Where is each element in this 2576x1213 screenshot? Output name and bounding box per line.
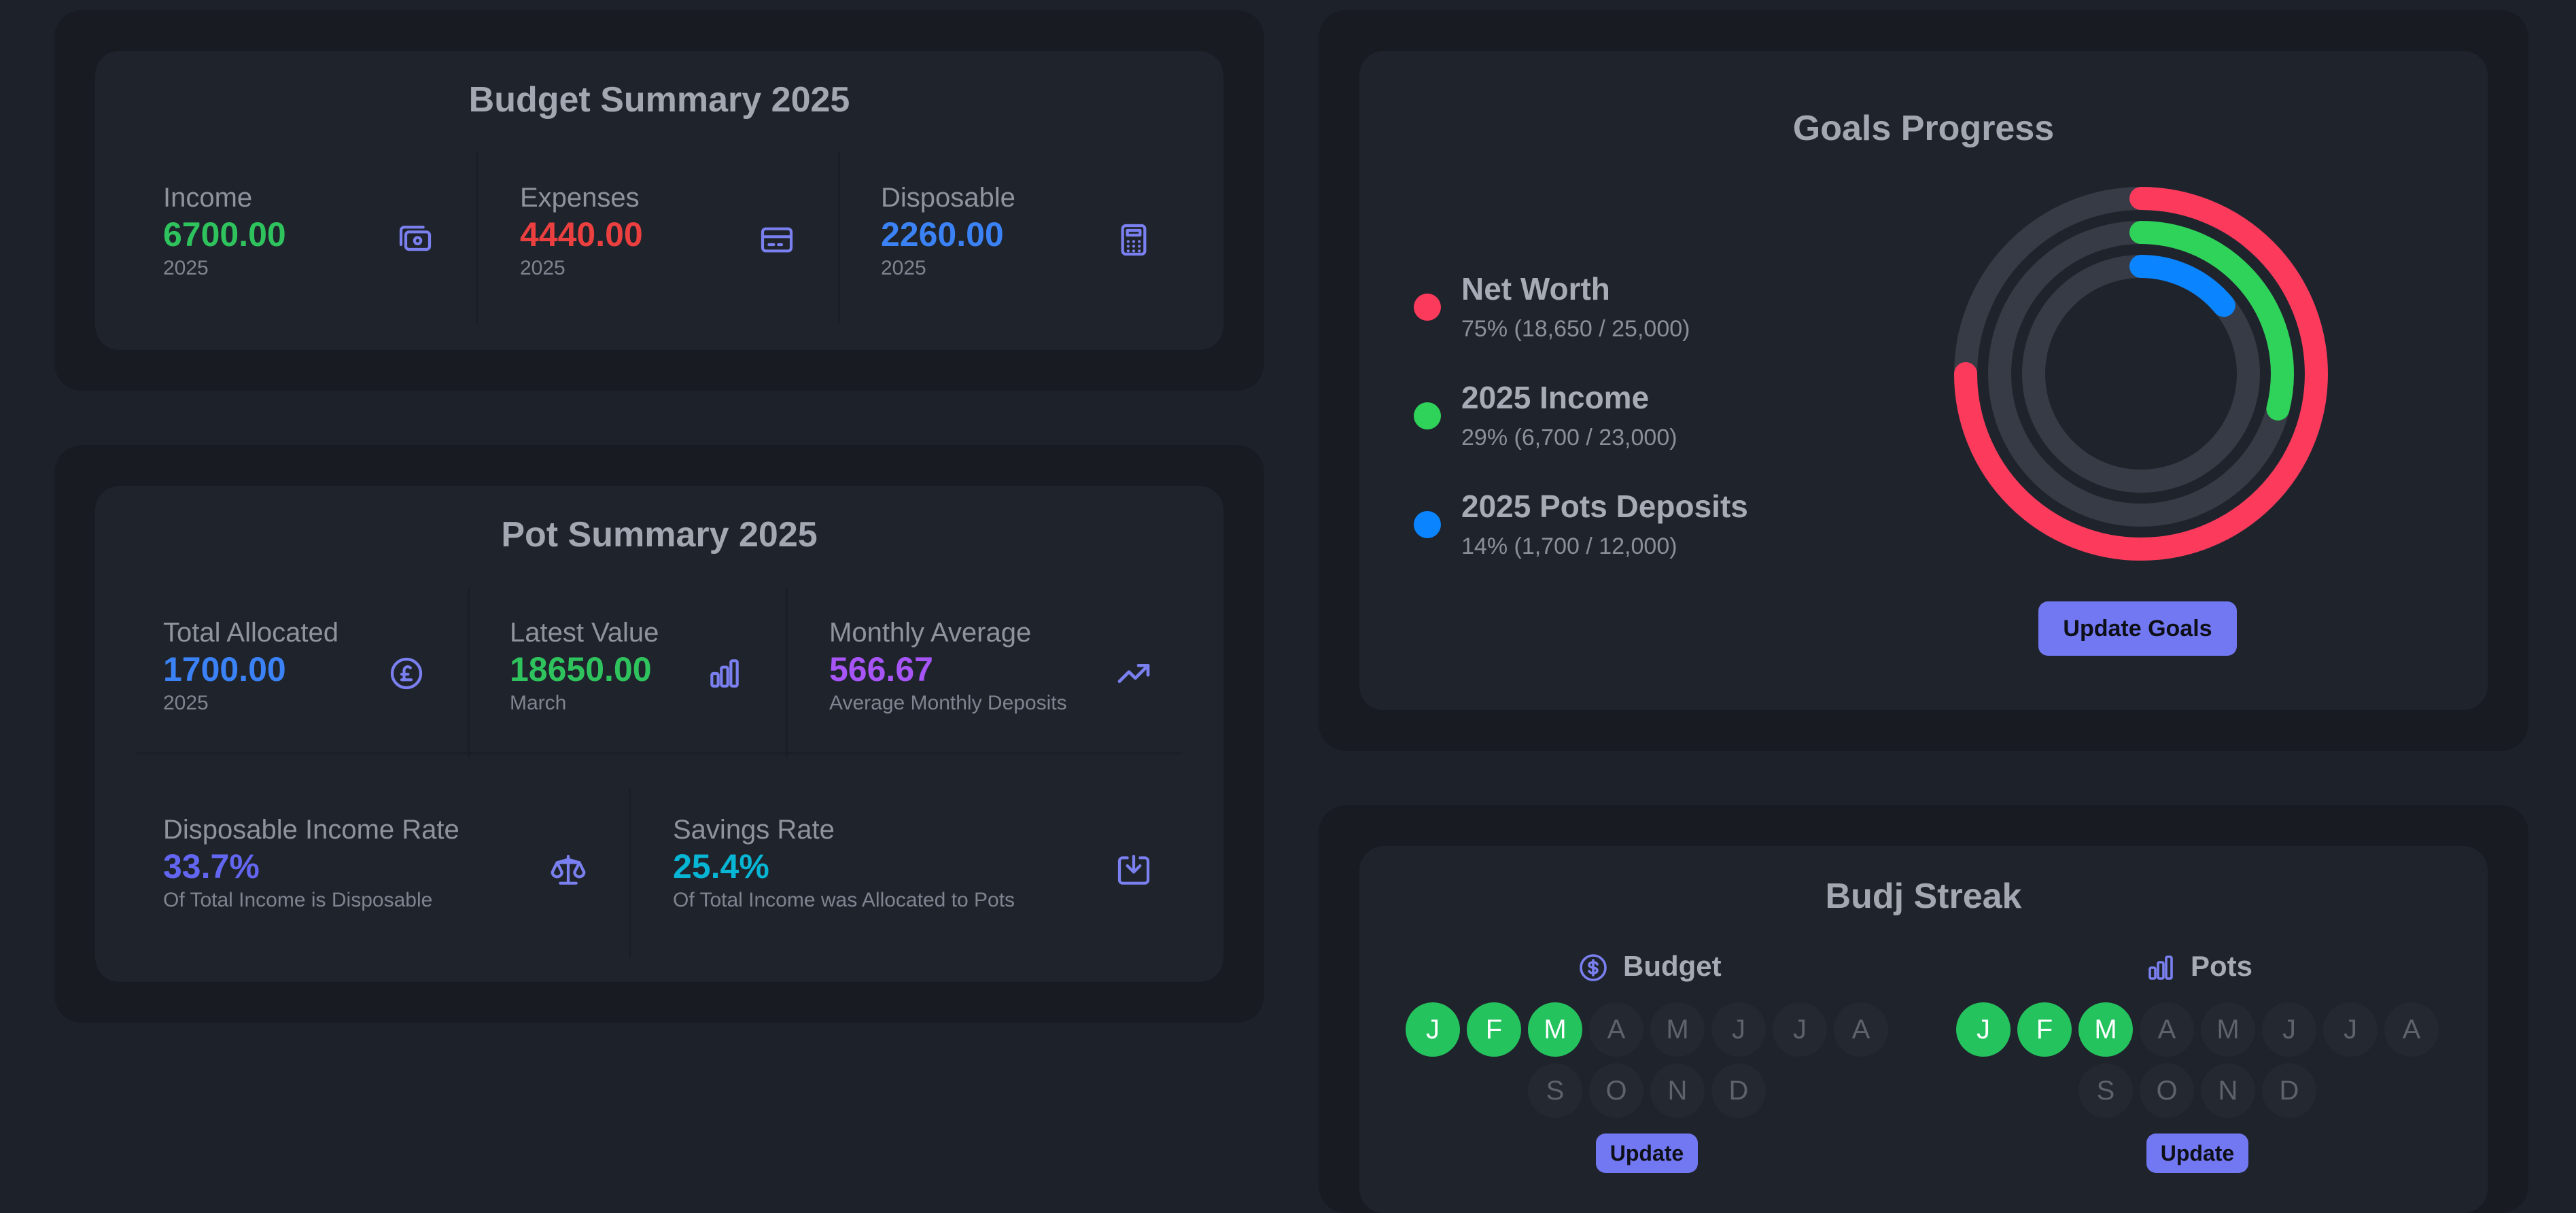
streak-month: N: [2201, 1063, 2255, 1118]
budget-summary-title: Budget Summary 2025: [468, 80, 850, 120]
savings-rate-label: Savings Rate: [673, 815, 835, 845]
pots-deposits-dot: [1414, 511, 1441, 538]
download-tray-icon: [1117, 854, 1150, 885]
streak-month: J: [1773, 1002, 1827, 1057]
income-label: Income: [163, 183, 253, 213]
divider: [838, 153, 840, 323]
expenses-sub: 2025: [520, 257, 565, 279]
disposable-value: 2260.00: [881, 215, 1004, 253]
streak-month: O: [1589, 1063, 1643, 1118]
income-sub: 2025: [163, 257, 209, 279]
savings-rate-value: 25.4%: [673, 847, 769, 885]
latest-value-label: Latest Value: [510, 618, 659, 648]
pots-deposits-name: 2025 Pots Deposits: [1461, 489, 1748, 524]
goals-ring-chart: [1954, 187, 2328, 561]
money-icon: [399, 226, 432, 251]
streak-month: F: [2017, 1002, 2072, 1057]
expenses-label: Expenses: [520, 183, 640, 213]
divider: [136, 752, 1183, 754]
update-goals-button[interactable]: Update Goals: [2038, 601, 2237, 656]
income-goal-detail: 29% (6,700 / 23,000): [1461, 425, 1677, 451]
monthly-average-stat: Monthly Average 566.67 Average Monthly D…: [829, 616, 1067, 717]
credit-card-icon: [761, 227, 793, 253]
monthly-average-sub: Average Monthly Deposits: [829, 692, 1067, 714]
latest-value-sub: March: [510, 692, 567, 714]
income-goal-name: 2025 Income: [1461, 380, 1650, 415]
streak-month: M: [2078, 1002, 2133, 1057]
pots-deposits-detail: 14% (1,700 / 12,000): [1461, 533, 1677, 559]
streak-pots-label: Pots: [2191, 950, 2253, 982]
goals-title: Goals Progress: [1792, 109, 2055, 148]
latest-value-value: 18650.00: [510, 650, 652, 688]
streak-month: M: [1528, 1002, 1582, 1057]
streak-month: J: [2262, 1002, 2316, 1057]
goals-card: Goals Progress Net Worth 75% (18,650 / 2…: [1359, 51, 2488, 710]
disposable-income-rate-label: Disposable Income Rate: [163, 815, 459, 845]
streak-month: D: [1711, 1063, 1766, 1118]
streak-budget-label: Budget: [1623, 950, 1722, 982]
monthly-average-value: 566.67: [829, 650, 933, 688]
divider: [476, 153, 478, 323]
goal-ring-progress: [1954, 187, 2328, 561]
streak-month: A: [1834, 1002, 1888, 1057]
streak-month: F: [1467, 1002, 1521, 1057]
budget-summary-card: Budget Summary 2025 Income 6700.00 2025 …: [95, 51, 1223, 350]
disposable-stat: Disposable 2260.00 2025: [881, 181, 1015, 282]
streak-budget-update-button[interactable]: Update: [1596, 1133, 1698, 1173]
total-allocated-value: 1700.00: [163, 650, 286, 688]
net-worth-detail: 75% (18,650 / 25,000): [1461, 316, 1690, 342]
streak-month: J: [1956, 1002, 2011, 1057]
expenses-stat: Expenses 4440.00 2025: [520, 181, 643, 282]
expenses-value: 4440.00: [520, 215, 643, 253]
latest-value-stat: Latest Value 18650.00 March: [510, 616, 659, 717]
streak-pots-update-button[interactable]: Update: [2146, 1133, 2248, 1173]
bar-chart-icon: [710, 659, 739, 688]
income-goal-dot: [1414, 402, 1441, 429]
goal-ring-progress: [2022, 255, 2260, 493]
dollar-coin-icon: [1580, 954, 1607, 981]
savings-rate-stat: Savings Rate 25.4% Of Total Income was A…: [673, 813, 1015, 914]
bar-chart-icon: [2148, 955, 2173, 980]
savings-rate-sub: Of Total Income was Allocated to Pots: [673, 889, 1015, 911]
streak-month: N: [1650, 1063, 1705, 1118]
streak-month: J: [1406, 1002, 1460, 1057]
goal-ring-progress: [1988, 221, 2294, 527]
streak-month: S: [2078, 1063, 2133, 1118]
disposable-sub: 2025: [881, 257, 926, 279]
total-allocated-sub: 2025: [163, 692, 209, 714]
streak-month: A: [1589, 1002, 1643, 1057]
trending-up-icon: [1117, 664, 1150, 683]
net-worth-dot: [1414, 294, 1441, 321]
monthly-average-label: Monthly Average: [829, 618, 1032, 648]
streak-month: M: [1650, 1002, 1705, 1057]
streak-month: M: [2201, 1002, 2255, 1057]
total-allocated-label: Total Allocated: [163, 618, 338, 648]
streak-month: O: [2140, 1063, 2194, 1118]
scale-icon: [551, 854, 586, 885]
pot-summary-card: Pot Summary 2025 Total Allocated 1700.00…: [95, 486, 1223, 982]
pound-coin-icon: [390, 657, 423, 690]
streak-title: Budj Streak: [1825, 877, 2022, 916]
disposable-income-rate-sub: Of Total Income is Disposable: [163, 889, 433, 911]
disposable-income-rate-stat: Disposable Income Rate 33.7% Of Total In…: [163, 813, 459, 914]
disposable-label: Disposable: [881, 183, 1015, 213]
income-stat: Income 6700.00 2025: [163, 181, 286, 282]
divider: [629, 788, 631, 958]
streak-month: A: [2384, 1002, 2439, 1057]
disposable-income-rate-value: 33.7%: [163, 847, 260, 885]
income-value: 6700.00: [163, 215, 286, 253]
pot-summary-title: Pot Summary 2025: [501, 515, 818, 555]
net-worth-name: Net Worth: [1461, 271, 1610, 306]
total-allocated-stat: Total Allocated 1700.00 2025: [163, 616, 338, 717]
streak-month: D: [2262, 1063, 2316, 1118]
divider: [468, 588, 470, 758]
divider: [786, 588, 788, 758]
streak-month: S: [1528, 1063, 1582, 1118]
streak-month: J: [1711, 1002, 1766, 1057]
streak-month: A: [2140, 1002, 2194, 1057]
streak-month: J: [2323, 1002, 2378, 1057]
calculator-icon: [1121, 224, 1147, 256]
